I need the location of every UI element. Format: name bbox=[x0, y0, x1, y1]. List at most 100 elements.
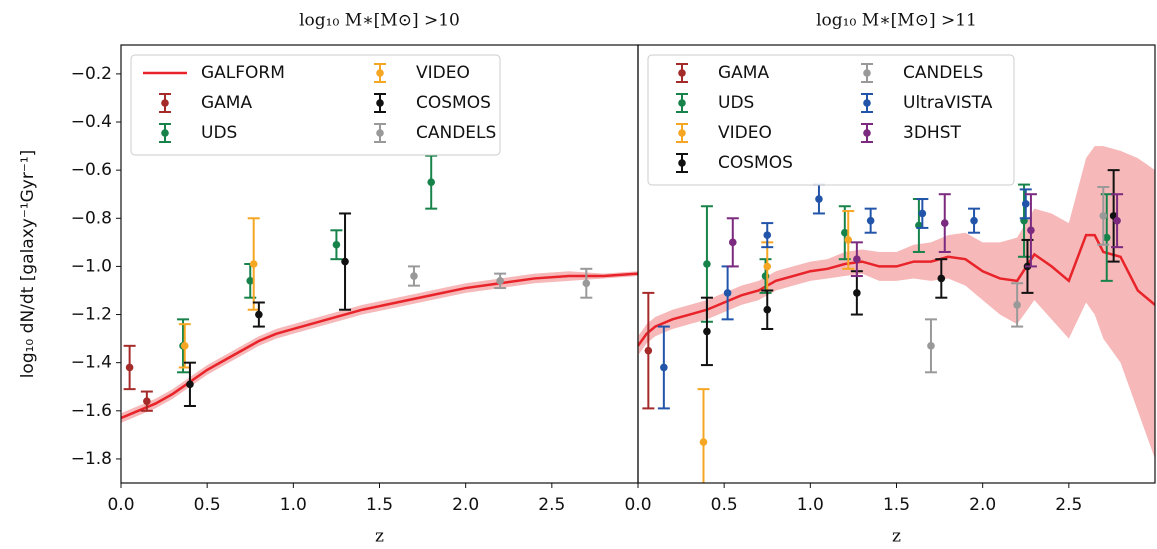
legend-label: CANDELS bbox=[416, 123, 496, 143]
legend-label: COSMOS bbox=[718, 153, 793, 173]
y-tick-label: −0.4 bbox=[71, 112, 112, 132]
plot-area bbox=[121, 154, 638, 423]
data-point bbox=[341, 257, 349, 266]
legend-handle bbox=[861, 93, 873, 113]
data-point bbox=[918, 209, 927, 218]
legend-box bbox=[647, 54, 1015, 186]
x-tick-label: 0.0 bbox=[624, 495, 651, 515]
x-tick-label: 1.5 bbox=[883, 495, 910, 515]
legend-handle bbox=[374, 123, 386, 143]
data-point bbox=[937, 274, 946, 283]
x-tick-label: 0.5 bbox=[194, 495, 221, 515]
legend-dot bbox=[376, 69, 384, 77]
legend-label: 3DHST bbox=[903, 123, 961, 143]
y-tick-label: −1.8 bbox=[71, 449, 112, 469]
legend-handle bbox=[374, 93, 386, 113]
legend-label: GAMA bbox=[718, 63, 769, 83]
data-point bbox=[180, 342, 189, 350]
legend-label: GAMA bbox=[201, 93, 252, 113]
panel-title: log₁₀ M∗[M⊙] >10 bbox=[299, 11, 460, 31]
legend-dot bbox=[863, 129, 871, 137]
plot-area bbox=[638, 146, 1155, 483]
panel-title: log₁₀ M∗[M⊙] >11 bbox=[816, 11, 977, 31]
legend-handle bbox=[676, 153, 688, 173]
data-point bbox=[1027, 226, 1035, 235]
legend-dot bbox=[678, 129, 686, 137]
legend-dot bbox=[161, 99, 169, 107]
x-tick-label: 1.0 bbox=[797, 495, 824, 515]
legend-handle bbox=[374, 63, 386, 83]
data-point bbox=[703, 327, 711, 336]
x-axis-label: z bbox=[375, 527, 384, 547]
legend-dot bbox=[678, 99, 686, 107]
legend-dot bbox=[863, 69, 871, 77]
data-point bbox=[1099, 212, 1108, 220]
data-point bbox=[186, 380, 194, 389]
legend-label: VIDEO bbox=[718, 123, 772, 143]
legend-label: COSMOS bbox=[416, 93, 491, 113]
legend-label: UltraVISTA bbox=[903, 93, 993, 113]
data-point bbox=[410, 272, 418, 280]
data-point bbox=[660, 363, 668, 372]
legend-dot bbox=[376, 99, 384, 107]
legend: GAMA UDS VIDEO COSMOS CANDELS UltraVISTA 3DHST bbox=[647, 54, 1015, 186]
legend-handle bbox=[676, 123, 688, 143]
y-tick-label: −1.6 bbox=[71, 401, 112, 421]
legend-handle bbox=[676, 93, 688, 113]
x-tick-label: 0.5 bbox=[711, 495, 738, 515]
x-axis-label: z bbox=[892, 527, 901, 547]
data-point bbox=[866, 216, 875, 225]
y-tick-label: −0.8 bbox=[71, 208, 112, 228]
model-line bbox=[638, 233, 1155, 347]
y-tick-label: −0.2 bbox=[71, 64, 112, 84]
legend-handle bbox=[159, 93, 171, 113]
data-point bbox=[763, 231, 772, 239]
data-point bbox=[644, 346, 653, 355]
y-axis-label: log₁₀ dN/dt [galaxy⁻¹Gyr⁻¹] bbox=[18, 150, 38, 379]
data-point bbox=[143, 397, 151, 405]
data-point bbox=[728, 238, 737, 247]
data-point bbox=[249, 260, 258, 268]
data-point bbox=[927, 342, 935, 350]
data-point bbox=[255, 310, 263, 319]
model-band bbox=[121, 271, 638, 423]
data-point bbox=[427, 178, 436, 186]
panel: 0.0 0.5 1.0 1.5 2.0 2.5 −0.2 −0.4 −0.6 −0.8 −1.0 −1… bbox=[18, 11, 639, 547]
data-point bbox=[246, 277, 255, 285]
data-point bbox=[332, 240, 341, 249]
data-point bbox=[763, 262, 772, 271]
y-tick-label: −0.6 bbox=[71, 160, 112, 180]
data-point bbox=[844, 236, 853, 244]
data-point bbox=[496, 277, 504, 285]
data-point bbox=[1021, 200, 1030, 208]
x-tick-label: 0.0 bbox=[107, 495, 134, 515]
legend-dot bbox=[376, 129, 384, 137]
x-tick-label: 1.0 bbox=[280, 495, 307, 515]
data-point bbox=[970, 216, 978, 225]
data-point bbox=[582, 279, 591, 288]
data-point bbox=[853, 255, 861, 263]
legend-handle bbox=[861, 123, 873, 143]
data-point bbox=[940, 219, 949, 227]
data-point bbox=[125, 363, 134, 372]
data-point bbox=[853, 289, 861, 297]
legend-label: UDS bbox=[201, 123, 237, 143]
x-tick-label: 2.5 bbox=[538, 495, 565, 515]
panel: 0.0 0.5 1.0 1.5 2.0 2.5 log₁₀ M∗[M⊙] >11 z GAMA U… bbox=[624, 11, 1156, 547]
data-point bbox=[703, 260, 711, 268]
legend-label: UDS bbox=[718, 93, 754, 113]
data-point bbox=[841, 228, 849, 237]
legend-handle bbox=[861, 63, 873, 83]
legend-dot bbox=[678, 159, 686, 167]
legend-handle bbox=[676, 63, 688, 83]
x-tick-label: 1.5 bbox=[366, 495, 393, 515]
legend-handle bbox=[159, 123, 171, 143]
data-point bbox=[1102, 233, 1111, 242]
legend-dot bbox=[678, 69, 686, 77]
data-point bbox=[763, 305, 772, 314]
data-point bbox=[723, 289, 732, 297]
model-line bbox=[121, 272, 638, 420]
data-point bbox=[1013, 301, 1021, 309]
data-point bbox=[815, 195, 823, 203]
